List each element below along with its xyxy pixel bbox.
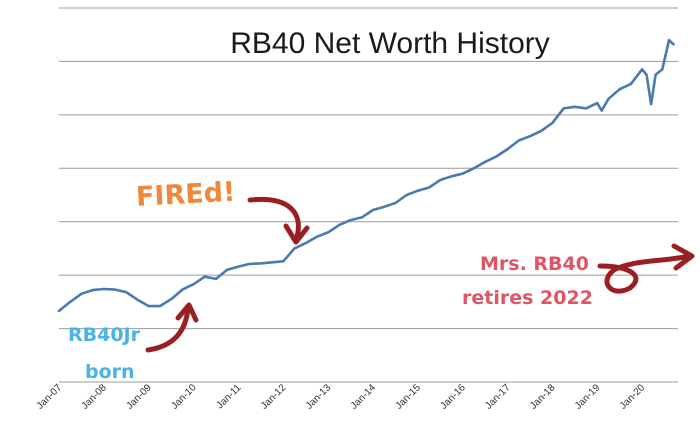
annotation-fired: FIREd! <box>135 177 236 213</box>
arrow-born <box>145 305 191 353</box>
arrowhead-retires <box>671 243 695 271</box>
gridlines <box>59 7 678 330</box>
annotation-mrs-rb40: Mrs. RB40 <box>480 253 589 275</box>
x-tick-label: Jan-17 <box>483 382 513 412</box>
net-worth-line <box>57 38 675 313</box>
x-tick-label: Jan-07 <box>35 382 65 412</box>
x-tick-label: Jan-09 <box>124 382 154 412</box>
x-tick-label: Jan-15 <box>394 382 424 412</box>
x-tick-labels: Jan-07 Jan-08 Jan-09 Jan-10 Jan-11 Jan-12 Jan-… <box>35 382 648 412</box>
chart-title: RB40 Net Worth History <box>230 27 550 60</box>
x-tick-label: Jan-11 <box>215 382 244 411</box>
x-tick-label: Jan-19 <box>573 382 603 412</box>
arrowhead-fired <box>283 223 310 245</box>
x-tick-label: Jan-20 <box>618 382 648 412</box>
annotation-born: born <box>85 361 135 383</box>
annotation-retires-2022: retires 2022 <box>462 287 593 309</box>
x-tick-label: Jan-12 <box>259 382 289 412</box>
arrowhead-born <box>175 302 199 323</box>
x-tick-label: Jan-18 <box>528 382 558 412</box>
x-tick-label: Jan-08 <box>80 382 110 412</box>
annotation-rb40jr: RB40Jr <box>68 324 141 346</box>
arrow-retires <box>597 253 693 294</box>
x-tick-label: Jan-14 <box>349 382 379 412</box>
arrow-fired <box>247 196 301 243</box>
x-tick-label: Jan-16 <box>438 382 468 412</box>
x-tick-label: Jan-10 <box>169 382 199 412</box>
x-tick-label: Jan-13 <box>304 382 334 412</box>
